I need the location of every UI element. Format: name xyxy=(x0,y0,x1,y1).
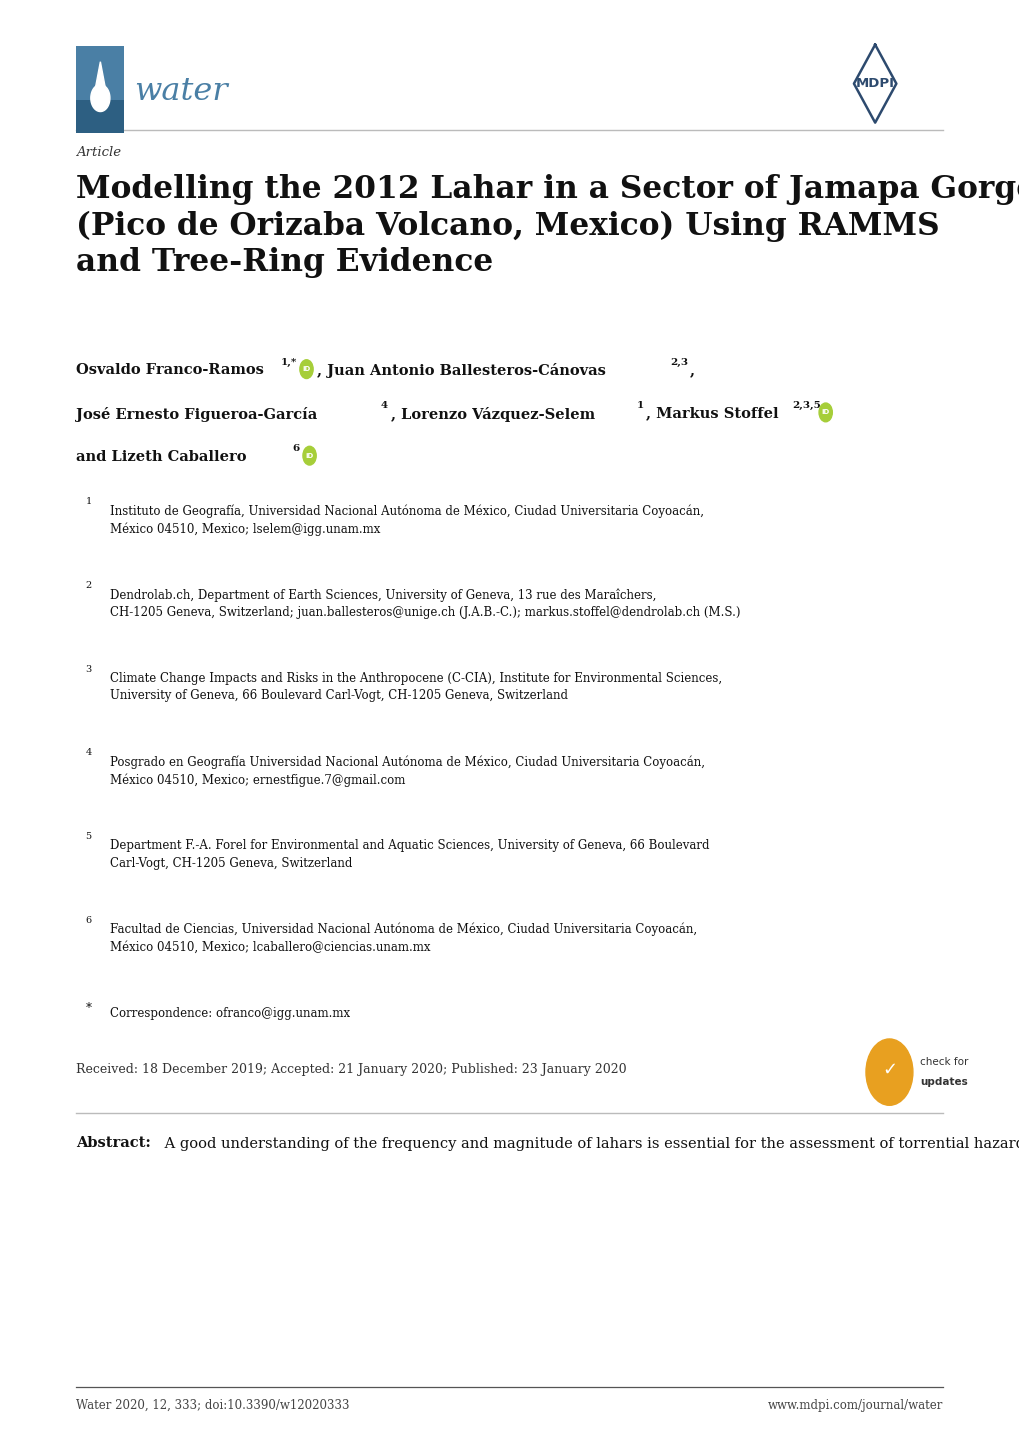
FancyBboxPatch shape xyxy=(76,46,124,133)
Text: Osvaldo Franco-Ramos: Osvaldo Franco-Ramos xyxy=(76,363,269,378)
Text: MDPI: MDPI xyxy=(855,76,894,91)
Text: iD: iD xyxy=(302,366,311,372)
Circle shape xyxy=(303,447,316,466)
Text: Correspondence: ofranco@igg.unam.mx: Correspondence: ofranco@igg.unam.mx xyxy=(110,1007,350,1019)
Text: 2: 2 xyxy=(86,581,92,590)
Text: check for: check for xyxy=(919,1057,967,1067)
Text: 6: 6 xyxy=(86,916,92,924)
Text: iD: iD xyxy=(305,453,314,459)
Circle shape xyxy=(300,359,313,379)
Text: Modelling the 2012 Lahar in a Sector of Jamapa Gorge
(Pico de Orizaba Volcano, M: Modelling the 2012 Lahar in a Sector of … xyxy=(76,174,1019,278)
Text: Water 2020, 12, 333; doi:10.3390/w12020333: Water 2020, 12, 333; doi:10.3390/w120203… xyxy=(76,1399,350,1412)
FancyBboxPatch shape xyxy=(76,99,124,133)
Text: A good understanding of the frequency and magnitude of lahars is essential for t: A good understanding of the frequency an… xyxy=(160,1136,1019,1151)
Circle shape xyxy=(865,1040,912,1106)
Text: 3: 3 xyxy=(86,665,92,673)
Text: 6: 6 xyxy=(292,444,300,453)
Text: Dendrolab.ch, Department of Earth Sciences, University of Geneva, 13 rue des Mar: Dendrolab.ch, Department of Earth Scienc… xyxy=(110,588,740,619)
Text: 5: 5 xyxy=(86,832,92,841)
Text: , Lorenzo Vázquez-Selem: , Lorenzo Vázquez-Selem xyxy=(390,407,599,421)
Polygon shape xyxy=(94,62,107,98)
Text: updates: updates xyxy=(919,1077,967,1087)
Text: 1: 1 xyxy=(86,497,92,506)
Text: Climate Change Impacts and Risks in the Anthropocene (C-CIA), Institute for Envi: Climate Change Impacts and Risks in the … xyxy=(110,672,721,702)
Text: www.mdpi.com/journal/water: www.mdpi.com/journal/water xyxy=(767,1399,943,1412)
Text: Article: Article xyxy=(76,146,121,159)
Text: water: water xyxy=(135,75,228,107)
Text: 1: 1 xyxy=(636,401,643,410)
Text: Posgrado en Geografía Universidad Nacional Autónoma de México, Ciudad Universita: Posgrado en Geografía Universidad Nacion… xyxy=(110,756,704,787)
Circle shape xyxy=(818,402,832,423)
Text: *: * xyxy=(86,1002,92,1015)
Text: José Ernesto Figueroa-García: José Ernesto Figueroa-García xyxy=(76,407,323,421)
Text: Instituto de Geografía, Universidad Nacional Autónoma de México, Ciudad Universi: Instituto de Geografía, Universidad Naci… xyxy=(110,505,703,536)
Text: , Juan Antonio Ballesteros-Cánovas: , Juan Antonio Ballesteros-Cánovas xyxy=(317,363,610,378)
Text: 4: 4 xyxy=(380,401,387,410)
Text: 4: 4 xyxy=(86,748,92,757)
Text: and Lizeth Caballero: and Lizeth Caballero xyxy=(76,450,252,464)
Text: 2,3,5: 2,3,5 xyxy=(792,401,820,410)
Text: Department F.-A. Forel for Environmental and Aquatic Sciences, University of Gen: Department F.-A. Forel for Environmental… xyxy=(110,839,709,870)
Text: , Markus Stoffel: , Markus Stoffel xyxy=(645,407,783,421)
Text: ✓: ✓ xyxy=(881,1060,896,1079)
Polygon shape xyxy=(91,85,110,111)
Text: 1,*: 1,* xyxy=(280,358,297,366)
Text: iD: iD xyxy=(820,410,829,415)
Text: Abstract:: Abstract: xyxy=(76,1136,151,1149)
Text: Received: 18 December 2019; Accepted: 21 January 2020; Published: 23 January 202: Received: 18 December 2019; Accepted: 21… xyxy=(76,1064,627,1077)
Text: Facultad de Ciencias, Universidad Nacional Autónoma de México, Ciudad Universita: Facultad de Ciencias, Universidad Nacion… xyxy=(110,923,697,953)
Text: 2,3: 2,3 xyxy=(669,358,688,366)
Text: ,: , xyxy=(689,363,694,378)
